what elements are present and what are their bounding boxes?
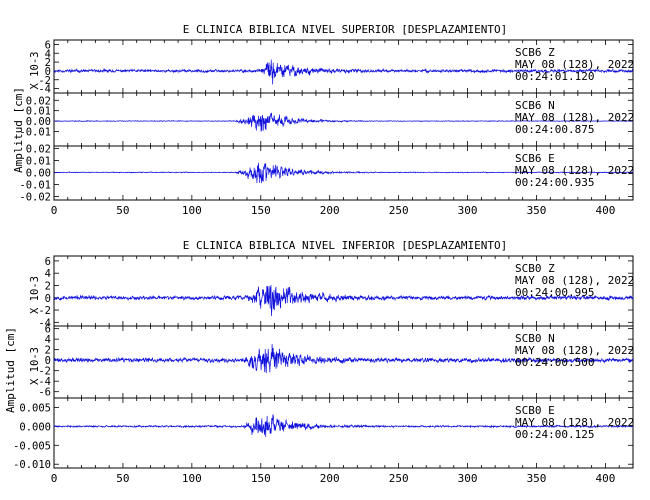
y-tick-label: 0.000 <box>19 421 51 433</box>
x-tick-label: 150 <box>251 472 271 485</box>
waveform-trace-SCB0-N <box>53 344 634 374</box>
y-tick-label: 0 <box>45 66 51 78</box>
date-label: MAY 08 (128), 2022 <box>515 416 634 429</box>
y-tick-label: -4 <box>38 84 51 96</box>
y-tick-label: -0.01 <box>19 126 51 138</box>
y-tick-label: -0.010 <box>13 459 51 471</box>
y-tick-label: -0.005 <box>13 440 51 452</box>
station-component-label: SCB0 Z <box>515 262 555 275</box>
scale-label: X 10-3 <box>29 347 41 385</box>
station-component-label: SCB6 E <box>515 152 555 165</box>
date-label: MAY 08 (128), 2022 <box>515 344 634 357</box>
y-tick-label: 0.005 <box>19 402 51 414</box>
y-tick-label: 0.01 <box>26 106 51 118</box>
y-tick-label: 2 <box>45 280 51 292</box>
y-tick-label: 4 <box>45 48 51 60</box>
figure-ylabel-superior: Amplitud [cm] <box>12 87 25 173</box>
y-tick-label: -2 <box>38 305 51 317</box>
x-tick-label: 0 <box>51 472 58 485</box>
y-tick-label: -0.01 <box>19 179 51 191</box>
y-tick-label: -4 <box>38 376 51 388</box>
y-tick-label: 4 <box>45 334 51 346</box>
time-label: 00:24:00.875 <box>515 123 594 136</box>
figure-ylabel-inferior: Amplitud [cm] <box>4 327 17 413</box>
y-tick-label: -4 <box>38 317 51 329</box>
station-component-label: SCB0 E <box>515 404 555 417</box>
y-tick-label: -6 <box>38 387 51 399</box>
y-tick-label: 0 <box>45 355 51 367</box>
time-label: 00:24:00.935 <box>515 176 594 189</box>
y-tick-label: 0.02 <box>26 95 51 107</box>
y-tick-label: 4 <box>45 268 51 280</box>
y-tick-label: 0.00 <box>26 116 51 128</box>
x-tick-label: 150 <box>251 204 271 217</box>
x-tick-label: 50 <box>116 472 129 485</box>
x-tick-label: 300 <box>458 472 478 485</box>
y-tick-label: -0.02 <box>19 191 51 203</box>
x-tick-label: 250 <box>389 204 409 217</box>
x-tick-label: 400 <box>595 472 615 485</box>
chart-title-inferior: E CLINICA BIBLICA NIVEL INFERIOR [DESPLA… <box>183 239 508 252</box>
x-tick-label: 0 <box>51 204 58 217</box>
waveform-trace-SCB6-E <box>53 162 634 184</box>
x-tick-label: 350 <box>527 472 547 485</box>
waveform-trace-SCB6-Z <box>53 59 634 85</box>
date-label: MAY 08 (128), 2022 <box>515 111 634 124</box>
y-tick-label: -2 <box>38 75 51 87</box>
y-tick-label: 0.01 <box>26 155 51 167</box>
time-label: 00:24:00.500 <box>515 356 594 369</box>
x-tick-label: 250 <box>389 472 409 485</box>
y-tick-label: 6 <box>45 256 51 268</box>
waveform-trace-SCB6-N <box>53 112 634 132</box>
x-tick-label: 400 <box>595 204 615 217</box>
x-tick-label: 300 <box>458 204 478 217</box>
station-component-label: SCB6 Z <box>515 46 555 59</box>
time-label: 00:24:00.995 <box>515 286 594 299</box>
waveform-trace-SCB0-E <box>53 414 634 438</box>
y-tick-label: 6 <box>45 39 51 51</box>
time-label: 00:24:01.120 <box>515 70 594 83</box>
y-tick-label: 6 <box>45 324 51 336</box>
y-tick-label: -2 <box>38 366 51 378</box>
y-tick-label: 0.02 <box>26 143 51 155</box>
y-tick-label: 0.00 <box>26 167 51 179</box>
date-label: MAY 08 (128), 2022 <box>515 274 634 287</box>
time-label: 00:24:00.125 <box>515 428 594 441</box>
x-tick-label: 50 <box>116 204 129 217</box>
x-tick-label: 200 <box>320 204 340 217</box>
y-tick-label: 2 <box>45 345 51 357</box>
station-component-label: SCB0 N <box>515 332 555 345</box>
scale-label: X 10-3 <box>29 52 41 90</box>
x-tick-label: 100 <box>182 472 202 485</box>
x-tick-label: 100 <box>182 204 202 217</box>
y-tick-label: 2 <box>45 57 51 69</box>
y-tick-label: 0 <box>45 293 51 305</box>
x-tick-label: 350 <box>527 204 547 217</box>
waveform-trace-SCB0-Z <box>53 284 634 316</box>
date-label: MAY 08 (128), 2022 <box>515 58 634 71</box>
station-component-label: SCB6 N <box>515 99 555 112</box>
date-label: MAY 08 (128), 2022 <box>515 164 634 177</box>
scale-label: X 10-3 <box>29 276 41 314</box>
x-tick-label: 200 <box>320 472 340 485</box>
chart-title-superior: E CLINICA BIBLICA NIVEL SUPERIOR [DESPLA… <box>183 23 508 36</box>
